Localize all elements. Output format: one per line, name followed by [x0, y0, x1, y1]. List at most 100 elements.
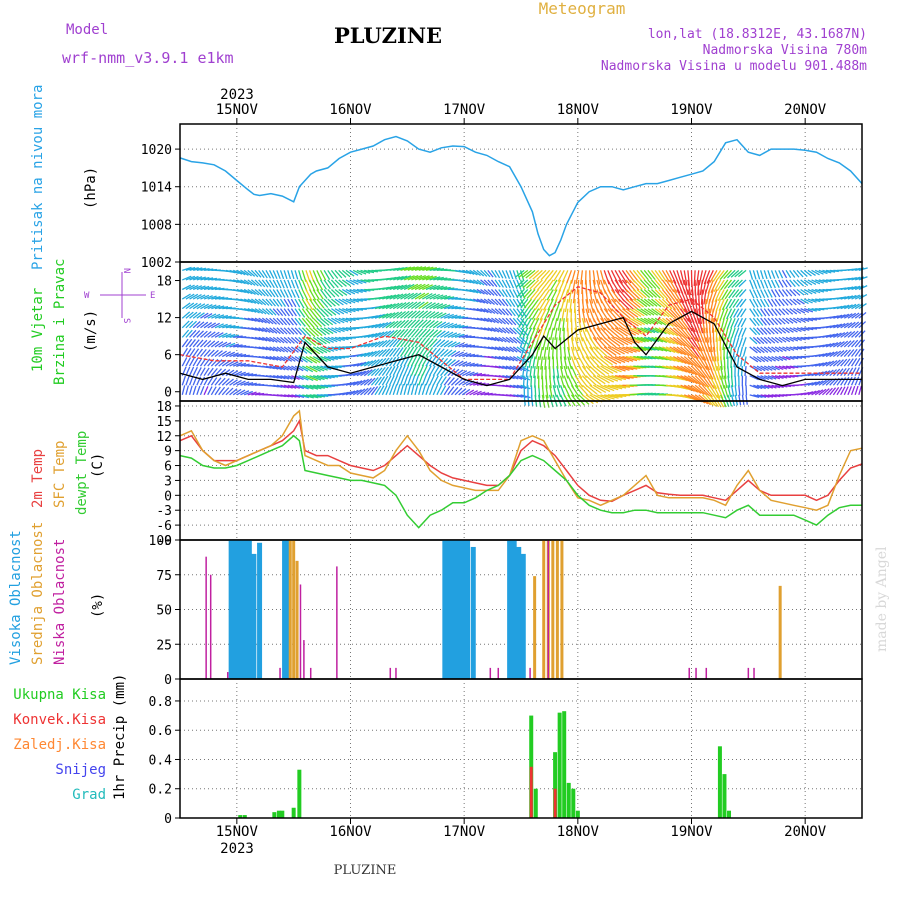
wind-arrow: [680, 375, 695, 384]
wind-arrow: [301, 355, 313, 364]
wind-arrow: [785, 308, 794, 315]
wind-arrow: [196, 276, 206, 281]
wind-arrow: [323, 308, 333, 317]
wind-arrow: [592, 289, 598, 304]
wind-arrow: [763, 289, 769, 298]
wind-arrow: [458, 361, 468, 367]
wind-arrow: [854, 321, 863, 329]
wind-arrow: [547, 346, 551, 360]
wind-arrow: [181, 385, 186, 395]
wind-arrow: [196, 294, 206, 300]
wind-arrow: [269, 336, 278, 343]
wind-arrow: [374, 304, 386, 310]
wind-arrow: [538, 298, 547, 311]
wind-arrow: [349, 279, 359, 285]
cloud-bar: [551, 540, 555, 679]
wind-arrow: [381, 375, 389, 386]
wind-arrow: [189, 275, 199, 281]
precip-ytick-label: 0.6: [149, 724, 172, 739]
wind-arrow: [302, 375, 314, 382]
wind-arrow: [254, 308, 264, 315]
wind-arrow: [181, 311, 191, 319]
wind-arrow: [516, 346, 526, 354]
wind-arrow: [843, 358, 851, 367]
wind-arrow: [760, 355, 769, 363]
wind-arrow: [411, 292, 422, 300]
wind-arrow: [524, 308, 532, 319]
wind-arrow: [290, 346, 299, 353]
wind-arrow: [687, 327, 697, 342]
wind-arrow: [414, 283, 426, 291]
wind-arrow: [210, 340, 220, 348]
wind-arrow: [389, 285, 400, 291]
wind-arrow: [763, 365, 773, 371]
wind-arrow: [469, 269, 478, 276]
wind-arrow: [476, 288, 485, 295]
wind-arrow: [581, 384, 594, 396]
wind-arrow: [789, 355, 799, 360]
wind-arrow: [443, 340, 453, 348]
wind-arrow: [294, 270, 299, 280]
wind-arrow: [850, 385, 856, 396]
wind-arrow: [705, 375, 715, 389]
wind-arrow: [614, 298, 626, 311]
compass-w: W: [84, 291, 90, 301]
wind-arrow: [708, 289, 714, 304]
wind-arrow: [592, 327, 602, 341]
wind-arrow: [483, 308, 492, 314]
wind-arrow: [410, 383, 415, 395]
wind-arrow: [480, 308, 489, 314]
wind-arrow: [593, 394, 607, 402]
wind-arrow: [778, 355, 787, 361]
wind-arrow: [709, 337, 713, 353]
wind-arrow: [844, 286, 854, 291]
wind-arrow: [291, 355, 300, 362]
wind-arrow: [716, 356, 721, 371]
wind-arrow: [367, 341, 378, 348]
precip-bar: [571, 788, 576, 818]
wind-arrow: [540, 269, 551, 281]
wind-arrow: [421, 355, 429, 367]
wind-arrow: [741, 327, 747, 338]
wind-arrow: [381, 348, 391, 357]
temp-ytick-label: 18: [156, 400, 172, 415]
wind-arrow: [543, 308, 551, 321]
precip-bar: [297, 769, 302, 818]
wind-arrow: [254, 269, 262, 278]
wind-arrow: [316, 270, 323, 282]
wind-arrow: [625, 289, 637, 301]
wind-arrow: [214, 377, 222, 386]
wind-arrow: [713, 279, 722, 292]
wind-arrow: [251, 308, 260, 314]
wind-arrow: [785, 365, 795, 369]
pressure-ytick-label: 1020: [141, 143, 172, 158]
wind-arrow: [407, 310, 417, 319]
wind-arrow: [298, 270, 303, 281]
pressure-ytick-label: 1014: [141, 181, 172, 196]
wind-arrow: [418, 275, 430, 281]
wind-arrow: [698, 384, 711, 397]
wind-arrow: [418, 283, 430, 291]
wind-arrow: [443, 313, 454, 319]
temp-ytick-label: 12: [156, 430, 172, 445]
wind-arrow: [458, 388, 467, 396]
wind-arrow: [727, 327, 733, 339]
wind-arrow: [707, 279, 714, 294]
wind-arrow: [345, 279, 355, 286]
wind-arrow: [567, 346, 572, 361]
wind-arrow: [771, 317, 779, 326]
wind-arrow: [207, 386, 213, 396]
wind-arrow: [505, 365, 515, 371]
wind-arrow: [520, 327, 529, 336]
wind-arrow: [353, 298, 363, 302]
wind-arrow: [331, 355, 342, 360]
wind-arrow: [738, 394, 742, 406]
wind-arrow: [509, 384, 519, 389]
wind-arrow: [749, 279, 754, 290]
wind-arrow: [589, 384, 602, 394]
wind-arrow: [676, 355, 691, 366]
wind-arrow: [352, 380, 363, 386]
wind-arrow: [319, 289, 328, 299]
wind-arrow: [429, 365, 436, 376]
